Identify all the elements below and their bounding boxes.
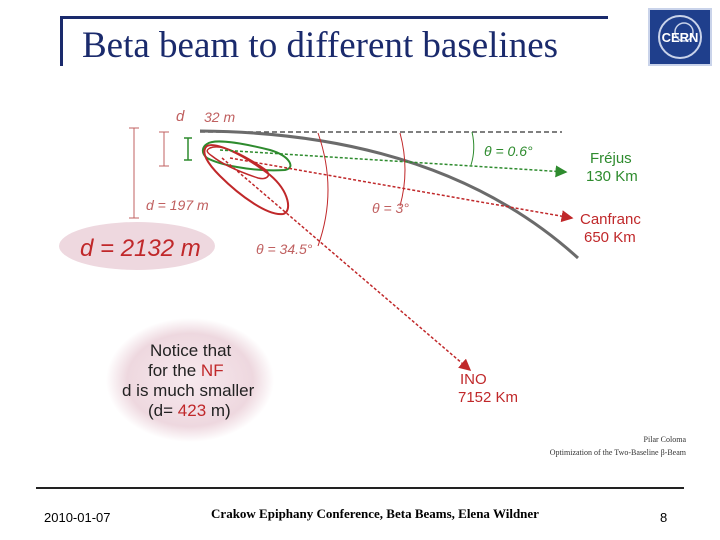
dest-frejus-name: Fréjus [590, 150, 632, 167]
beam-arrow-canfranc [229, 157, 574, 223]
dest-frejus-distance: 130 Km [586, 168, 638, 185]
notice-line-1: Notice that [150, 341, 232, 360]
cern-logo: CERN [648, 8, 712, 66]
footer-conference: Crakow Epiphany Conference, Beta Beams, … [211, 506, 539, 521]
dest-ino-name: INO [460, 371, 487, 388]
depth-2132-highlight [59, 222, 215, 270]
earth-surface-curve [199, 129, 580, 260]
dest-ino-distance: 7152 Km [458, 389, 518, 406]
notice-line-2: for the NF [148, 361, 224, 380]
angle-arc-06 [470, 131, 475, 166]
cern-logo-icon: CERN [658, 15, 702, 59]
dest-canfranc-distance: 650 Km [584, 229, 636, 246]
label-depth-32: 32 m [204, 109, 235, 125]
decay-ring-canfranc [203, 144, 290, 216]
cern-logo-text: CERN [662, 30, 699, 45]
credit-paper: Optimization of the Two-Baseline β-Beam [550, 448, 687, 457]
beam-arrow-ino [221, 157, 472, 371]
footer-date: 2010-01-07 [44, 510, 111, 525]
decay-ring-inner [206, 146, 270, 180]
angle-arc-3 [399, 132, 406, 207]
label-depth-2132: d = 2132 m [80, 235, 201, 262]
credit-author: Pilar Coloma [644, 435, 687, 444]
dest-canfranc-name: Canfranc [580, 211, 641, 228]
footer-divider [36, 487, 684, 489]
page-number: 8 [660, 510, 668, 525]
notice-bubble [106, 318, 274, 442]
title-frame-left [60, 16, 63, 66]
notice-line-3: d is much smaller [122, 381, 255, 400]
slide-title: Beta beam to different baselines [82, 25, 559, 66]
notice-line-4: (d= 423 m) [148, 401, 231, 420]
angle-arc-345 [317, 132, 329, 247]
title-frame-top [60, 16, 608, 19]
label-angle-3: θ = 3° [372, 200, 409, 216]
label-angle-345: θ = 34.5° [256, 241, 313, 257]
label-depth-197: d = 197 m [146, 197, 209, 213]
label-depth-d: d [176, 108, 185, 125]
label-angle-06: θ = 0.6° [484, 143, 533, 159]
beam-arrow-frejus [219, 149, 568, 178]
